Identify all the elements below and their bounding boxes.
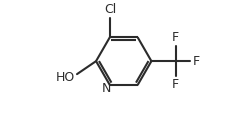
Text: F: F [172, 78, 179, 92]
Text: F: F [172, 31, 179, 44]
Text: N: N [101, 82, 111, 95]
Text: Cl: Cl [104, 2, 116, 16]
Text: F: F [193, 55, 200, 68]
Text: HO: HO [56, 71, 75, 84]
